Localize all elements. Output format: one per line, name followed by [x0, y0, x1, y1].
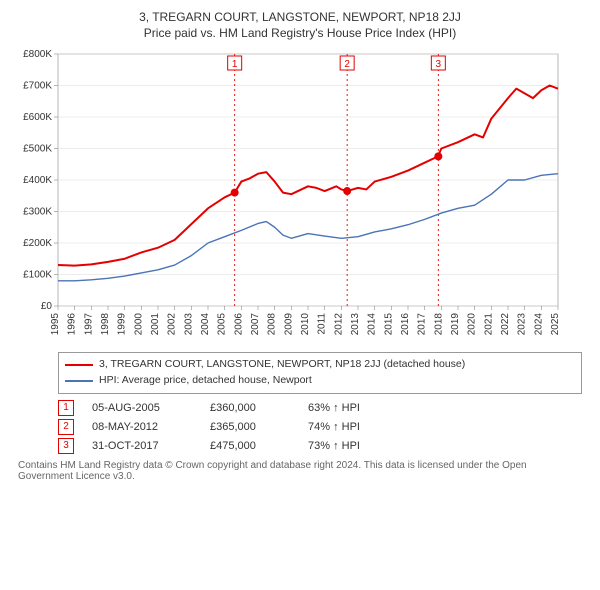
svg-text:2021: 2021	[483, 313, 494, 336]
svg-text:2019: 2019	[450, 313, 461, 336]
event-marker: 1	[58, 400, 74, 416]
event-marker: 2	[58, 419, 74, 435]
svg-text:2016: 2016	[400, 313, 411, 336]
svg-text:2012: 2012	[333, 313, 344, 336]
legend: 3, TREGARN COURT, LANGSTONE, NEWPORT, NP…	[58, 352, 582, 394]
svg-text:£300K: £300K	[23, 207, 52, 218]
svg-text:2013: 2013	[350, 313, 361, 336]
svg-text:2004: 2004	[200, 313, 211, 336]
line-chart-svg: £0 £100K £200K £300K £400K £500K £600K £700K £80…	[8, 48, 568, 348]
svg-text:2017: 2017	[417, 313, 428, 336]
svg-text:2025: 2025	[550, 313, 561, 336]
svg-text:1997: 1997	[83, 313, 94, 336]
svg-text:£200K: £200K	[23, 238, 52, 249]
svg-text:2006: 2006	[233, 313, 244, 336]
event-price: £360,000	[210, 402, 290, 414]
legend-label: HPI: Average price, detached house, Newp…	[99, 373, 312, 389]
svg-text:2: 2	[344, 59, 350, 70]
svg-text:£400K: £400K	[23, 175, 52, 186]
event-pct: 63% ↑ HPI	[308, 402, 360, 414]
svg-text:£800K: £800K	[23, 49, 52, 60]
svg-text:3: 3	[436, 59, 442, 70]
svg-text:2002: 2002	[167, 313, 178, 336]
legend-label: 3, TREGARN COURT, LANGSTONE, NEWPORT, NP…	[99, 357, 465, 373]
svg-text:2014: 2014	[367, 313, 378, 336]
svg-text:2001: 2001	[150, 313, 161, 336]
event-pct: 73% ↑ HPI	[308, 440, 360, 452]
legend-item: 3, TREGARN COURT, LANGSTONE, NEWPORT, NP…	[65, 357, 575, 373]
legend-swatch	[65, 364, 93, 366]
svg-text:£500K: £500K	[23, 144, 52, 155]
event-pct: 74% ↑ HPI	[308, 421, 360, 433]
event-price: £475,000	[210, 440, 290, 452]
svg-text:£700K: £700K	[23, 81, 52, 92]
svg-text:2009: 2009	[283, 313, 294, 336]
svg-text:1: 1	[232, 59, 238, 70]
chart-area: £0 £100K £200K £300K £400K £500K £600K £700K £80…	[8, 48, 592, 348]
chart-subtitle: Price paid vs. HM Land Registry's House …	[8, 26, 592, 40]
svg-text:2024: 2024	[533, 313, 544, 336]
svg-text:2008: 2008	[267, 313, 278, 336]
chart-title: 3, TREGARN COURT, LANGSTONE, NEWPORT, NP…	[8, 10, 592, 24]
svg-text:2005: 2005	[217, 313, 228, 336]
event-row: 3 31-OCT-2017 £475,000 73% ↑ HPI	[58, 438, 582, 454]
svg-text:1996: 1996	[67, 313, 78, 336]
legend-swatch	[65, 380, 93, 382]
svg-text:2000: 2000	[133, 313, 144, 336]
svg-text:2022: 2022	[500, 313, 511, 336]
svg-text:£100K: £100K	[23, 270, 52, 281]
svg-text:2020: 2020	[467, 313, 478, 336]
footer-attribution: Contains HM Land Registry data © Crown c…	[18, 460, 582, 482]
event-marker: 3	[58, 438, 74, 454]
event-row: 2 08-MAY-2012 £365,000 74% ↑ HPI	[58, 419, 582, 435]
event-table: 1 05-AUG-2005 £360,000 63% ↑ HPI 2 08-MAY-201…	[58, 400, 582, 454]
event-price: £365,000	[210, 421, 290, 433]
svg-text:1998: 1998	[100, 313, 111, 336]
legend-item: HPI: Average price, detached house, Newp…	[65, 373, 575, 389]
event-date: 31-OCT-2017	[92, 440, 192, 452]
svg-text:1995: 1995	[50, 313, 61, 336]
svg-text:£0: £0	[41, 301, 53, 312]
svg-text:2015: 2015	[383, 313, 394, 336]
event-date: 05-AUG-2005	[92, 402, 192, 414]
svg-text:£600K: £600K	[23, 112, 52, 123]
svg-text:1999: 1999	[117, 313, 128, 336]
svg-text:2011: 2011	[317, 313, 328, 335]
event-row: 1 05-AUG-2005 £360,000 63% ↑ HPI	[58, 400, 582, 416]
svg-text:2007: 2007	[250, 313, 261, 336]
svg-text:2003: 2003	[183, 313, 194, 336]
event-date: 08-MAY-2012	[92, 421, 192, 433]
svg-text:2018: 2018	[433, 313, 444, 336]
svg-text:2023: 2023	[517, 313, 528, 336]
svg-text:2010: 2010	[300, 313, 311, 336]
